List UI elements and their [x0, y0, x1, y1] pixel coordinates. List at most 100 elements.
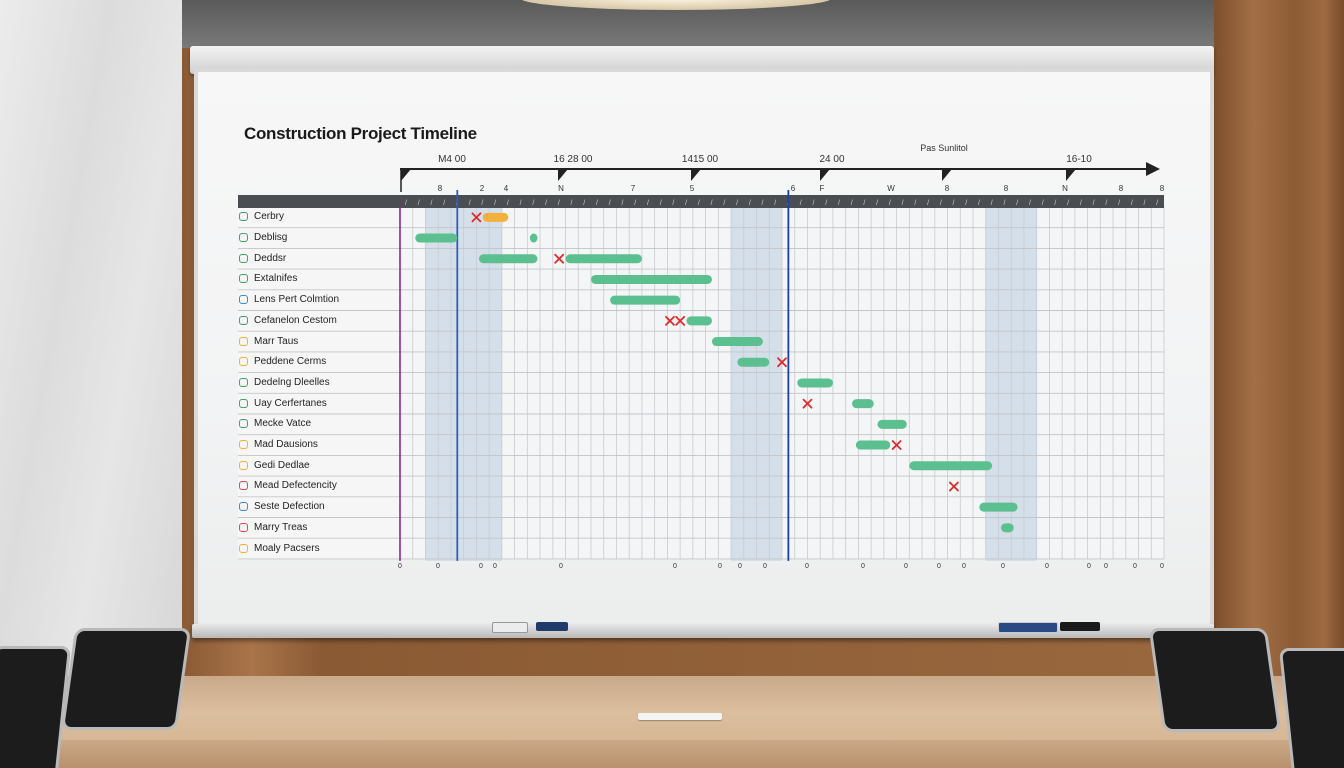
header-tick-42: / — [940, 200, 942, 207]
timeline-arrowhead — [1146, 162, 1160, 176]
header-tick-2: / — [430, 200, 432, 207]
header-tick-27: / — [749, 200, 751, 207]
task-bar-7-0 — [737, 357, 770, 367]
header-tick-7: / — [494, 200, 496, 207]
row-status-icon — [239, 481, 248, 491]
bottom-tick-16: 0 — [1087, 563, 1091, 570]
bottom-tick-14: 0 — [1001, 563, 1005, 570]
header-tick-17: / — [621, 200, 623, 207]
bottom-tick-7: 0 — [738, 563, 742, 570]
row-status-icon — [239, 233, 248, 243]
issue-mark-stroke — [471, 212, 482, 223]
row-label: Mad Dausions — [254, 439, 318, 451]
row-label: Cefanelon Cestom — [254, 314, 337, 326]
bottom-tick-10: 0 — [861, 563, 865, 570]
header-tick-13: / — [571, 200, 573, 207]
issue-mark-9-0 — [802, 398, 813, 409]
header-tick-32: / — [812, 200, 814, 207]
bottom-tick-3: 0 — [493, 563, 497, 570]
header-tick-40: / — [914, 200, 916, 207]
row-status-icon — [239, 460, 248, 470]
issue-mark-2-0 — [554, 253, 565, 264]
marker-white[interactable] — [492, 622, 528, 633]
row-label: Cerbry — [254, 211, 285, 223]
bottom-tick-0: 0 — [398, 563, 402, 570]
header-tick-34: / — [838, 200, 840, 207]
issue-mark-stroke — [554, 253, 565, 264]
issue-mark-stroke — [675, 315, 686, 326]
task-bar-5-0 — [686, 316, 712, 326]
header-tick-33: / — [825, 200, 827, 207]
column-letter-10: 8 — [1004, 184, 1009, 193]
header-tick-50: / — [1042, 200, 1044, 207]
column-letter-12: 8 — [1119, 184, 1124, 193]
row-status-icon — [239, 440, 248, 450]
column-letter-5: 5 — [690, 184, 695, 193]
header-tick-36: / — [863, 200, 865, 207]
date-label-4: 16-10 — [1066, 154, 1092, 165]
task-bar-0-0 — [482, 212, 509, 222]
row-status-icon — [239, 419, 248, 429]
header-tick-8: / — [507, 200, 509, 207]
projector-rail — [190, 46, 1214, 74]
task-bar-15-0 — [1001, 523, 1014, 533]
date-label-2: 1415 00 — [682, 154, 719, 165]
marker-blue[interactable] — [536, 622, 568, 631]
milestone-flag-5 — [1066, 169, 1076, 181]
row-label: Mecke Vatce — [254, 418, 312, 430]
header-tick-45: / — [978, 200, 980, 207]
table-edge — [0, 740, 1344, 768]
row-status-icon — [239, 336, 248, 346]
header-tick-16: / — [609, 200, 611, 207]
header-tick-19: / — [647, 200, 649, 207]
row-status-icon — [239, 502, 248, 512]
column-letter-7: F — [820, 184, 825, 193]
bottom-tick-5: 0 — [673, 563, 677, 570]
header-tick-0: / — [405, 200, 407, 207]
date-label-0: M4 00 — [438, 154, 466, 165]
header-tick-12: / — [558, 200, 560, 207]
header-tick-46: / — [991, 200, 993, 207]
column-letter-4: 7 — [631, 184, 636, 193]
header-tick-39: / — [902, 200, 904, 207]
milestone-flag-2 — [691, 169, 701, 181]
row-label: Extalnifes — [254, 273, 298, 285]
header-tick-20: / — [660, 200, 662, 207]
column-letter-6: 6 — [791, 184, 796, 193]
row-status-icon — [239, 315, 248, 325]
header-tick-58: / — [1144, 200, 1146, 207]
header-tick-51: / — [1054, 200, 1056, 207]
task-bar-1-0 — [415, 233, 458, 243]
row-label: Uay Cerfertanes — [254, 397, 327, 409]
bottom-tick-6: 0 — [718, 563, 722, 570]
issue-mark-13-0 — [949, 481, 959, 492]
row-status-icon — [239, 253, 248, 263]
marker-navy[interactable] — [998, 622, 1058, 633]
issue-mark-stroke — [891, 440, 902, 450]
task-bar-6-0 — [711, 337, 763, 347]
header-tick-29: / — [774, 200, 776, 207]
issue-mark-stroke — [777, 357, 787, 368]
column-letter-1: 2 — [480, 184, 485, 193]
marker-black[interactable] — [1060, 622, 1100, 631]
row-status-icon — [239, 398, 248, 408]
bottom-tick-8: 0 — [763, 563, 767, 570]
header-tick-26: / — [736, 200, 738, 207]
row-status-icon — [239, 274, 248, 284]
marker-tray — [192, 622, 1214, 638]
row-label: Peddene Cerms — [254, 356, 327, 368]
bottom-tick-9: 0 — [805, 563, 809, 570]
label-column — [238, 207, 400, 559]
row-label: Marr Taus — [254, 335, 299, 347]
row-label: Seste Defection — [254, 501, 325, 513]
header-tick-15: / — [596, 200, 598, 207]
column-letter-0: 8 — [438, 184, 443, 193]
header-tick-38: / — [889, 200, 891, 207]
header-tick-5: / — [469, 200, 471, 207]
header-tick-6: / — [481, 200, 483, 207]
header-tick-9: / — [520, 200, 522, 207]
task-bar-2-0 — [478, 254, 538, 264]
row-label: Deddsr — [254, 252, 287, 264]
task-bar-3-0 — [591, 274, 712, 284]
table-cable-port[interactable] — [638, 713, 722, 720]
